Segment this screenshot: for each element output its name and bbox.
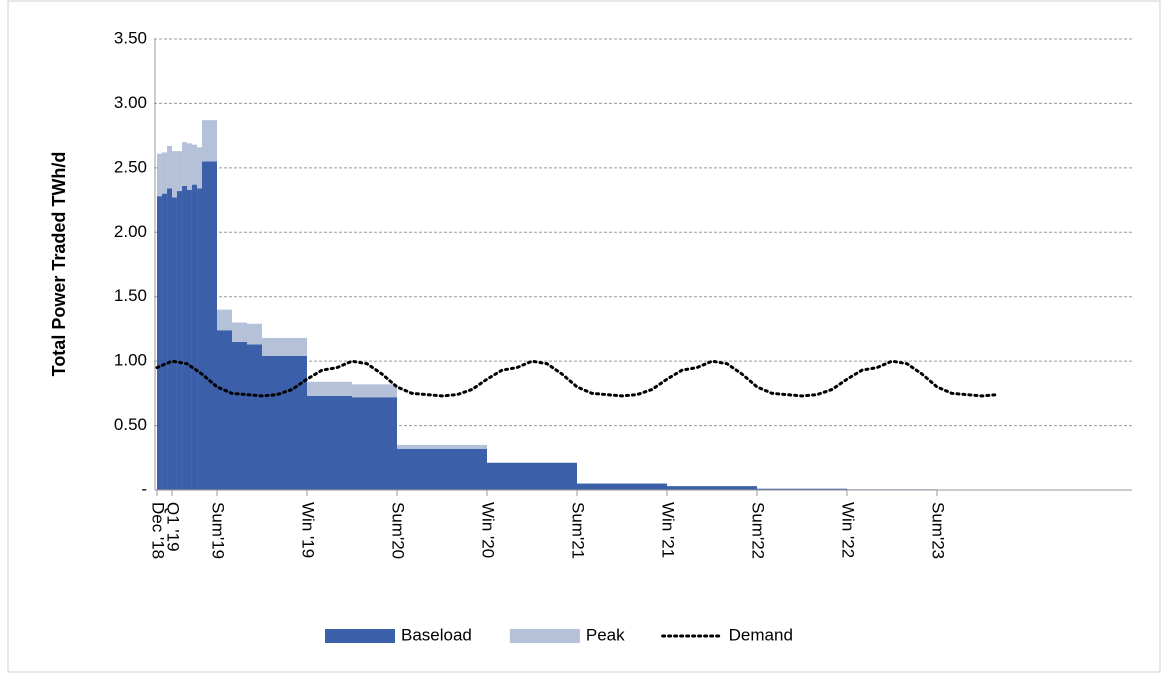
- bar-peak: [487, 462, 577, 463]
- legend-swatch: [325, 629, 395, 643]
- legend-label: Peak: [586, 625, 625, 644]
- bar-baseload: [202, 161, 217, 490]
- x-tick-label: Sum'19: [209, 502, 228, 559]
- legend-label: Baseload: [401, 625, 472, 644]
- demand-line: [155, 359, 999, 398]
- bar-peak: [172, 151, 177, 198]
- bar-baseload: [577, 483, 667, 490]
- bar-baseload: [172, 197, 177, 490]
- legend-swatch: [509, 629, 580, 643]
- bar-peak: [202, 120, 217, 162]
- bar-peak: [217, 309, 232, 331]
- bar-baseload: [217, 330, 232, 490]
- y-tick-label: 1.00: [114, 351, 147, 370]
- bar-baseload: [262, 355, 307, 490]
- bar-baseload: [176, 191, 183, 490]
- bar-peak: [176, 151, 183, 192]
- bar-peak: [197, 147, 202, 189]
- bar-baseload: [667, 486, 757, 490]
- y-tick-label: 1.50: [114, 286, 147, 305]
- x-tick-label: Sum'22: [749, 502, 768, 559]
- y-axis-title: Total Power Traded TWh/d: [49, 152, 69, 377]
- y-tick-label: 2.50: [114, 157, 147, 176]
- bar-baseload: [161, 193, 168, 490]
- bar-baseload: [757, 488, 847, 490]
- x-tick-label: Win '21: [659, 502, 678, 558]
- bar-baseload: [247, 344, 262, 490]
- bar-baseload: [187, 189, 192, 490]
- bar-peak: [352, 384, 397, 398]
- bar-peak: [167, 145, 172, 189]
- bar-baseload: [167, 188, 172, 490]
- bar-peak: [262, 337, 307, 356]
- y-tick-label: 0.50: [114, 415, 147, 434]
- x-tick-label: Win '22: [839, 502, 858, 558]
- x-tick-label: Sum'20: [389, 502, 408, 559]
- bar-baseload: [191, 184, 198, 490]
- bar-peak: [232, 322, 247, 342]
- bar-baseload: [197, 188, 202, 490]
- x-tick-label: Sum'23: [929, 502, 948, 559]
- bar-baseload: [182, 185, 187, 490]
- bar-peak: [247, 323, 262, 345]
- x-tick-label: Sum'21: [569, 502, 588, 559]
- x-tick-label: Win '19: [299, 502, 318, 558]
- bar-peak: [157, 153, 162, 197]
- bar-peak: [161, 152, 168, 194]
- bar-peak: [187, 143, 192, 190]
- bar-baseload: [352, 397, 397, 490]
- bar-peak: [307, 381, 352, 396]
- y-tick-label: 3.50: [114, 28, 147, 47]
- bar-baseload: [487, 462, 577, 490]
- y-tick-label: 2.00: [114, 222, 147, 241]
- legend-label: Demand: [729, 625, 793, 644]
- bar-peak: [191, 144, 198, 185]
- bar-peak: [397, 444, 487, 449]
- x-tick-label: Q1 '19: [164, 502, 183, 552]
- x-tick-label: Dec '18: [149, 502, 168, 559]
- bar-baseload: [232, 341, 247, 490]
- y-tick-label: 3.00: [114, 93, 147, 112]
- bar-peak: [182, 142, 187, 186]
- x-tick-label: Win '20: [479, 502, 498, 558]
- bar-baseload: [157, 196, 162, 490]
- bar-baseload: [307, 395, 352, 490]
- y-tick-label: -: [141, 479, 147, 498]
- bar-baseload: [397, 448, 487, 490]
